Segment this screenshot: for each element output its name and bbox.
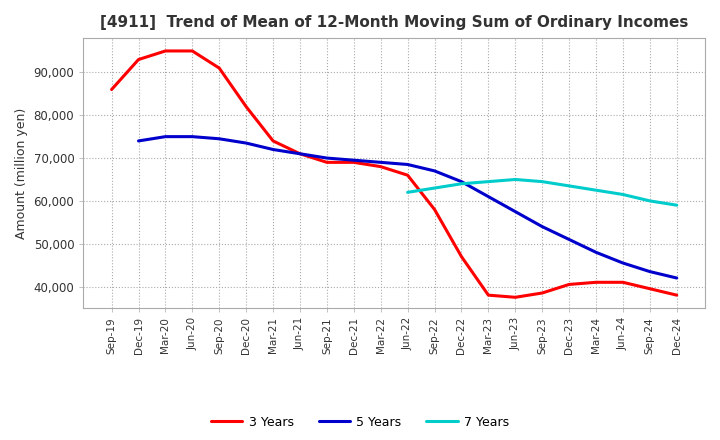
5 Years	[646, 269, 654, 274]
3 Years	[269, 138, 277, 143]
3 Years	[134, 57, 143, 62]
5 Years	[269, 147, 277, 152]
3 Years	[592, 280, 600, 285]
5 Years	[377, 160, 385, 165]
3 Years	[511, 295, 520, 300]
5 Years	[323, 155, 331, 161]
Legend: 3 Years, 5 Years, 7 Years: 3 Years, 5 Years, 7 Years	[206, 411, 514, 434]
7 Years	[457, 181, 466, 187]
Line: 5 Years: 5 Years	[138, 137, 677, 278]
5 Years	[188, 134, 197, 139]
3 Years	[564, 282, 573, 287]
7 Years	[672, 202, 681, 208]
7 Years	[403, 190, 412, 195]
3 Years	[215, 66, 223, 71]
3 Years	[618, 280, 627, 285]
5 Years	[618, 260, 627, 266]
3 Years	[242, 104, 251, 109]
5 Years	[349, 158, 358, 163]
3 Years	[672, 293, 681, 298]
7 Years	[538, 179, 546, 184]
7 Years	[564, 183, 573, 189]
3 Years	[431, 207, 439, 212]
3 Years	[646, 286, 654, 291]
7 Years	[646, 198, 654, 204]
5 Years	[296, 151, 305, 156]
5 Years	[564, 237, 573, 242]
5 Years	[242, 140, 251, 146]
5 Years	[672, 275, 681, 281]
Title: [4911]  Trend of Mean of 12-Month Moving Sum of Ordinary Incomes: [4911] Trend of Mean of 12-Month Moving …	[100, 15, 688, 30]
Line: 3 Years: 3 Years	[112, 51, 677, 297]
5 Years	[161, 134, 170, 139]
7 Years	[431, 185, 439, 191]
7 Years	[511, 177, 520, 182]
3 Years	[323, 160, 331, 165]
3 Years	[538, 290, 546, 296]
3 Years	[296, 151, 305, 156]
3 Years	[377, 164, 385, 169]
3 Years	[161, 48, 170, 54]
5 Years	[431, 168, 439, 173]
3 Years	[107, 87, 116, 92]
3 Years	[188, 48, 197, 54]
3 Years	[349, 160, 358, 165]
5 Years	[511, 209, 520, 214]
Line: 7 Years: 7 Years	[408, 180, 677, 205]
5 Years	[484, 194, 492, 199]
7 Years	[618, 192, 627, 197]
3 Years	[484, 293, 492, 298]
3 Years	[457, 254, 466, 259]
7 Years	[484, 179, 492, 184]
5 Years	[403, 162, 412, 167]
5 Years	[134, 138, 143, 143]
7 Years	[592, 187, 600, 193]
5 Years	[592, 249, 600, 255]
5 Years	[457, 179, 466, 184]
Y-axis label: Amount (million yen): Amount (million yen)	[15, 107, 28, 238]
5 Years	[538, 224, 546, 229]
5 Years	[215, 136, 223, 141]
3 Years	[403, 172, 412, 178]
